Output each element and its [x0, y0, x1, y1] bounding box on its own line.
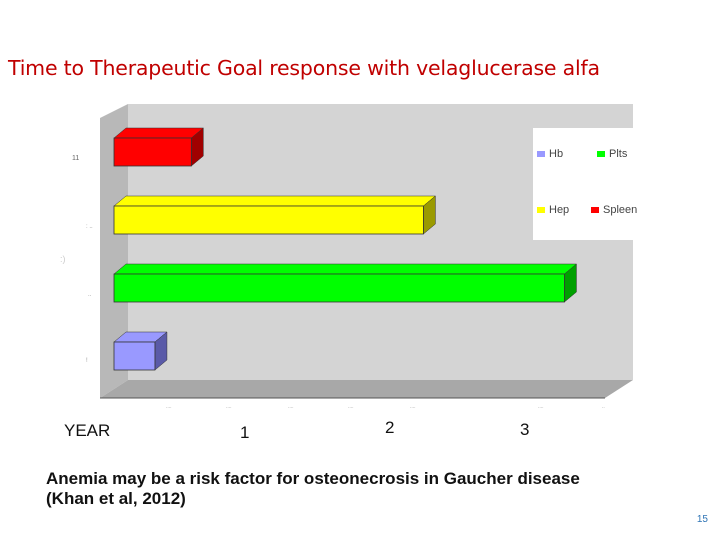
x-tick-mark: .... [226, 404, 232, 410]
chart-back-wall [128, 104, 633, 380]
x-tick-mark: .... [538, 404, 544, 410]
year-axis-label: YEAR [64, 421, 111, 440]
y-tick-mark: 11 [72, 155, 79, 162]
bar-plts [113, 263, 578, 303]
legend-item-spleen: Spleen [591, 204, 637, 216]
legend-label: Hb [549, 148, 564, 160]
legend-swatch [537, 151, 545, 157]
footnote-citation: (Khan et al, 2012) [46, 489, 186, 508]
year-marker-2: 2 [385, 418, 395, 437]
year-marker-1: 1 [240, 423, 250, 442]
y-tick-mark: ! [86, 358, 88, 364]
bar-top-face [113, 195, 437, 207]
legend-label: Plts [609, 148, 628, 160]
x-tick-mark: .. [602, 404, 605, 410]
legend-label: Hep [549, 204, 570, 216]
bar-front-face [113, 137, 192, 167]
bar-hb [113, 331, 168, 371]
legend-item-plts: Plts [597, 148, 627, 160]
x-tick-mark: .... [348, 404, 354, 410]
bar-front-face [113, 273, 565, 303]
page-number: 15 [696, 514, 708, 525]
bar-top-face [113, 127, 205, 139]
chart-side-wall [100, 104, 128, 398]
legend-swatch [591, 207, 599, 213]
legend-swatch [597, 151, 605, 157]
chart-legend: Hb Plts Hep Spleen [533, 128, 637, 240]
bar-hep [113, 195, 437, 235]
legend-swatch [537, 207, 545, 213]
x-tick-mark: .... [410, 404, 416, 410]
footnote-line: Anemia may be a risk factor for osteonec… [46, 469, 580, 488]
legend-item-hep: Hep [537, 204, 569, 216]
slide-title: Time to Therapeutic Goal response with v… [8, 56, 600, 80]
footnote: Anemia may be a risk factor for osteonec… [46, 469, 706, 509]
x-tick-mark: .... [288, 404, 294, 410]
chart-floor [100, 380, 633, 398]
bar-front-face [113, 341, 156, 371]
bar-top-face [113, 263, 578, 275]
year-marker-3: 3 [520, 420, 530, 439]
legend-label: Spleen [603, 204, 638, 216]
y-tick-mark: .. [88, 292, 92, 298]
bar-spleen [113, 127, 205, 167]
y-tick-mark: : .. [86, 224, 93, 230]
bar-front-face [113, 205, 424, 235]
y-tick-mark: :) [60, 254, 66, 264]
legend-item-hb: Hb [537, 148, 563, 160]
bars-layer [113, 127, 578, 371]
x-tick-mark: .... [166, 404, 172, 410]
